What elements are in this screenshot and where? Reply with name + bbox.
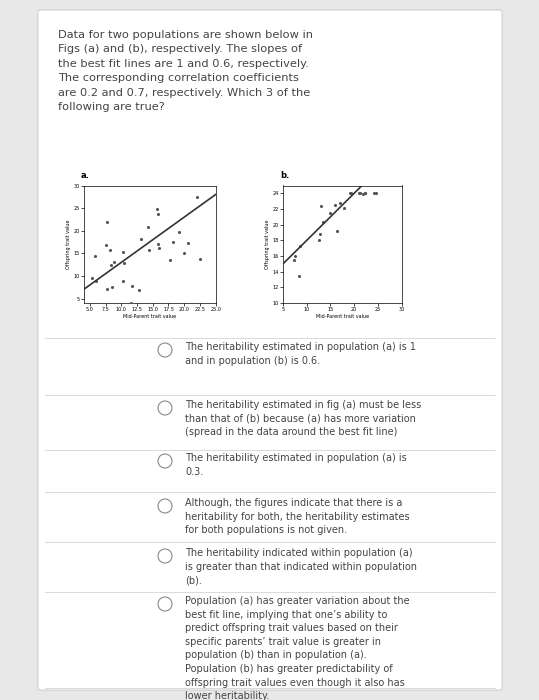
Point [153, 239, 162, 250]
Point [91, 251, 99, 262]
Point [319, 217, 328, 228]
Point [360, 188, 369, 199]
Point [103, 216, 112, 228]
Text: Data for two populations are shown below in
Figs (a) and (b), respectively. The : Data for two populations are shown below… [58, 30, 313, 112]
Point [168, 236, 177, 247]
Point [119, 246, 127, 258]
Text: The heritability estimated in population (a) is
0.3.: The heritability estimated in population… [185, 453, 407, 477]
Point [340, 203, 348, 214]
Point [155, 242, 163, 253]
Point [153, 203, 161, 214]
Point [184, 237, 192, 248]
Point [137, 234, 146, 245]
Point [326, 208, 335, 219]
Point [88, 272, 96, 284]
Point [291, 251, 299, 262]
Point [295, 270, 303, 281]
Point [335, 198, 344, 209]
Point [154, 208, 162, 219]
Point [120, 258, 129, 269]
Point [195, 253, 204, 265]
Point [134, 284, 143, 295]
Point [179, 248, 188, 259]
Point [360, 188, 369, 199]
Point [316, 229, 324, 240]
Point [359, 188, 368, 199]
Point [347, 188, 356, 199]
X-axis label: Mid-Parent trait value: Mid-Parent trait value [316, 314, 369, 319]
Point [290, 255, 299, 266]
FancyBboxPatch shape [38, 10, 502, 690]
Point [101, 239, 110, 251]
Text: Population (a) has greater variation about the
best fit line, implying that one’: Population (a) has greater variation abo… [185, 596, 410, 700]
Y-axis label: Offspring trait value: Offspring trait value [66, 220, 71, 269]
Point [356, 188, 365, 199]
X-axis label: Mid-Parent trait value: Mid-Parent trait value [123, 314, 176, 319]
Point [127, 298, 136, 309]
Point [165, 255, 174, 266]
Point [106, 260, 115, 271]
Point [345, 188, 354, 199]
Point [103, 283, 112, 294]
Point [128, 280, 136, 291]
Point [193, 192, 202, 203]
Point [106, 244, 115, 256]
Point [145, 245, 154, 256]
Point [314, 234, 323, 246]
Text: The heritability estimated in fig (a) must be less
than that of (b) because (a) : The heritability estimated in fig (a) mu… [185, 400, 421, 438]
Text: b.: b. [281, 172, 290, 181]
Y-axis label: Offspring trait value: Offspring trait value [266, 220, 271, 269]
Point [355, 188, 363, 199]
Point [330, 199, 339, 211]
Point [372, 188, 381, 199]
Point [333, 225, 341, 237]
Point [175, 226, 183, 237]
Point [369, 188, 378, 199]
Text: The heritability indicated within population (a)
is greater than that indicated : The heritability indicated within popula… [185, 548, 417, 585]
Text: a.: a. [81, 172, 90, 181]
Point [144, 221, 153, 232]
Point [109, 257, 118, 268]
Point [92, 275, 101, 286]
Text: The heritability estimated in population (a) is 1
and in population (b) is 0.6.: The heritability estimated in population… [185, 342, 416, 365]
Point [108, 281, 117, 293]
Text: Although, the figures indicate that there is a
heritability for both, the herita: Although, the figures indicate that ther… [185, 498, 410, 536]
Point [316, 200, 325, 211]
Point [295, 240, 304, 251]
Point [119, 275, 127, 286]
